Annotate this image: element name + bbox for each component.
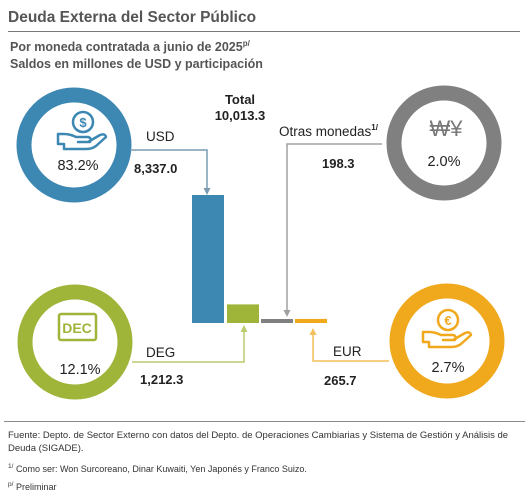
eur-value-label: 265.7 — [324, 373, 357, 388]
won-yen-icon: ₩¥ — [430, 116, 464, 141]
dollar-sign-text: $ — [79, 115, 87, 130]
won-yen-text: ₩¥ — [430, 116, 464, 141]
usd-bar — [192, 195, 224, 323]
chart-subtitle: Por moneda contratada a junio de 2025p/ — [10, 39, 250, 55]
deg-category-label: DEG — [146, 345, 175, 360]
usd-category-label: USD — [146, 129, 175, 144]
deg-connector-arrow — [132, 325, 248, 363]
dec-badge-icon: DEC — [57, 312, 98, 342]
chart-title: Deuda Externa del Sector Público — [8, 9, 257, 26]
otras-category-superscript: 1/ — [371, 123, 378, 132]
footnote-preliminary: p/ Preliminar — [8, 481, 57, 492]
otras-share-ring — [386, 85, 502, 201]
footnote-marker: 1/ — [8, 463, 14, 470]
deg-share-label: 12.1% — [59, 362, 100, 378]
otras-category-label: Otras monedas1/ — [279, 123, 379, 139]
euro-hand-icon: € — [421, 308, 473, 349]
deg-bar — [227, 304, 259, 323]
eur-share-ring — [389, 283, 505, 399]
eur-bar — [295, 318, 327, 323]
bars-group — [192, 195, 327, 323]
usd-share-label: 83.2% — [57, 158, 98, 174]
otras-connector-arrow — [283, 143, 382, 317]
usd-share-ring — [16, 87, 132, 203]
deg-value-label: 1,212.3 — [140, 372, 183, 387]
dec-badge-text: DEC — [62, 320, 92, 336]
deg-share-ring — [17, 284, 133, 400]
total-value: 10,013.3 — [215, 108, 266, 123]
euro-sign-text: € — [444, 313, 451, 328]
footnote-other-currencies: 1/ Como ser: Won Surcoreano, Dinar Kuwai… — [8, 463, 307, 474]
otras-value-label: 198.3 — [322, 156, 355, 171]
title-divider — [8, 31, 520, 32]
dollar-hand-icon: $ — [56, 110, 108, 151]
subtitle-superscript: p/ — [242, 39, 250, 48]
total-label: Total — [225, 92, 255, 107]
chart-subtitle-units: Saldos en millones de USD y participació… — [10, 57, 263, 71]
otras-bar — [261, 319, 293, 323]
eur-share-label: 2.7% — [431, 360, 464, 376]
currency-debt-chart: Total 10,013.3 $ DEC ₩¥ € 83.2% 12.1% 2.… — [16, 85, 505, 400]
usd-value-label: 8,337.0 — [134, 161, 177, 176]
source-note: Fuente: Depto. de Sector Externo con dat… — [8, 430, 509, 454]
eur-category-label: EUR — [333, 344, 362, 359]
prelim-marker: p/ — [8, 481, 14, 488]
eur-connector-arrow — [309, 328, 389, 362]
footer-divider — [4, 421, 525, 422]
usd-connector-arrow — [130, 149, 211, 195]
otras-share-label: 2.0% — [427, 154, 460, 170]
